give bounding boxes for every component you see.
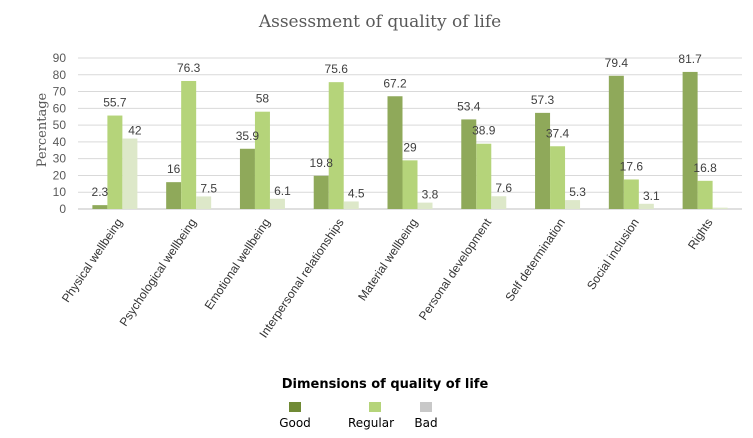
data-label: 3.1 (643, 189, 660, 203)
data-label: 38.9 (472, 124, 496, 138)
bar-bad (417, 202, 433, 209)
y-tick-label: 50 (53, 118, 67, 132)
bar-regular (402, 160, 418, 209)
legend-label-good: Good (279, 416, 311, 430)
bar-bad (638, 203, 654, 209)
data-label: 57.3 (531, 93, 555, 107)
bar-bad (712, 207, 728, 209)
y-tick-label: 30 (53, 152, 67, 166)
y-tick-label: 20 (53, 168, 67, 182)
bar-bad (269, 198, 285, 209)
data-label: 4.5 (348, 186, 365, 200)
bar-bad (491, 196, 507, 209)
bar-regular (181, 80, 197, 209)
category-label: Material wellbeing (355, 216, 420, 303)
data-label: 16.8 (693, 161, 717, 175)
category-label: Personal development (416, 215, 495, 322)
bar-good (682, 71, 698, 209)
category-label: Self determination (502, 216, 568, 304)
bar-good (608, 75, 624, 209)
bar-good (461, 119, 477, 209)
data-label: 35.9 (236, 129, 260, 143)
data-label: 7.6 (495, 181, 512, 195)
category-label: Social inclusion (584, 216, 642, 292)
legend-label-bad: Bad (414, 416, 437, 430)
bar-good (92, 205, 108, 209)
bar-good (239, 148, 255, 209)
y-tick-label: 10 (53, 185, 67, 199)
data-label: 67.2 (383, 76, 407, 90)
y-tick-label: 80 (53, 68, 67, 82)
bar-regular (107, 115, 123, 209)
y-tick-label: 0 (59, 202, 66, 216)
y-tick-label: 90 (53, 51, 67, 65)
data-label: 2.3 (92, 185, 109, 199)
y-axis-ticks: 0 10 20 30 40 50 60 70 80 90 (53, 51, 67, 216)
bar-regular (328, 82, 344, 209)
legend-label-regular: Regular (348, 416, 394, 430)
bar-bad (196, 196, 212, 209)
y-tick-label: 60 (53, 101, 67, 115)
data-label: 3.8 (422, 188, 439, 202)
category-label: Interpersonal relationships (256, 216, 346, 341)
data-label: 17.6 (620, 159, 644, 173)
data-label: 19.8 (310, 156, 334, 170)
data-label: 29 (403, 140, 417, 154)
bar-regular (697, 180, 713, 209)
y-tick-label: 40 (53, 135, 67, 149)
y-tick-label: 70 (53, 85, 67, 99)
bar-bad (343, 201, 359, 209)
data-label: 55.7 (103, 96, 127, 110)
data-label: 16 (167, 162, 181, 176)
category-label: Physical wellbeing (59, 216, 125, 305)
x-axis-title: Dimensions of quality of life (282, 377, 489, 392)
legend-swatch-regular (369, 402, 381, 412)
bar-regular (550, 146, 566, 209)
data-label: 53.4 (457, 99, 481, 113)
category-label: Psychological wellbeing (117, 216, 199, 329)
data-label: 81.7 (678, 52, 702, 66)
bar-good (166, 182, 182, 209)
data-label: 5.3 (569, 185, 586, 199)
data-label: 37.4 (546, 126, 570, 140)
data-label: 76.3 (177, 61, 201, 75)
data-label: 79.4 (605, 56, 629, 70)
data-label: 42 (128, 124, 142, 138)
bar-regular (623, 179, 639, 209)
bar-good (313, 175, 329, 209)
data-label: 58 (256, 92, 270, 106)
data-label: 6.1 (274, 184, 291, 198)
legend-swatch-good (289, 402, 301, 412)
bar-regular (254, 111, 270, 209)
data-labels: 2.3 55.742 16 76.3 7.5 35.9 58 6.1 19.8 75.6 4.5 67… (92, 52, 718, 203)
data-label: 75.6 (325, 62, 349, 76)
bar-good (535, 112, 551, 209)
bar-bad (122, 138, 138, 209)
legend: Good Regular Bad (279, 402, 438, 430)
y-axis-label: Percentage (35, 92, 50, 167)
category-label: Emotional wellbeing (202, 216, 273, 312)
chart-title: Assessment of quality of life (258, 12, 501, 32)
data-label: 7.5 (200, 181, 217, 195)
bar-regular (476, 143, 492, 209)
bar-bad (565, 200, 581, 209)
bar-good (387, 96, 403, 209)
category-label: Rights (685, 216, 716, 252)
legend-swatch-bad (420, 402, 432, 412)
bars (92, 71, 728, 209)
